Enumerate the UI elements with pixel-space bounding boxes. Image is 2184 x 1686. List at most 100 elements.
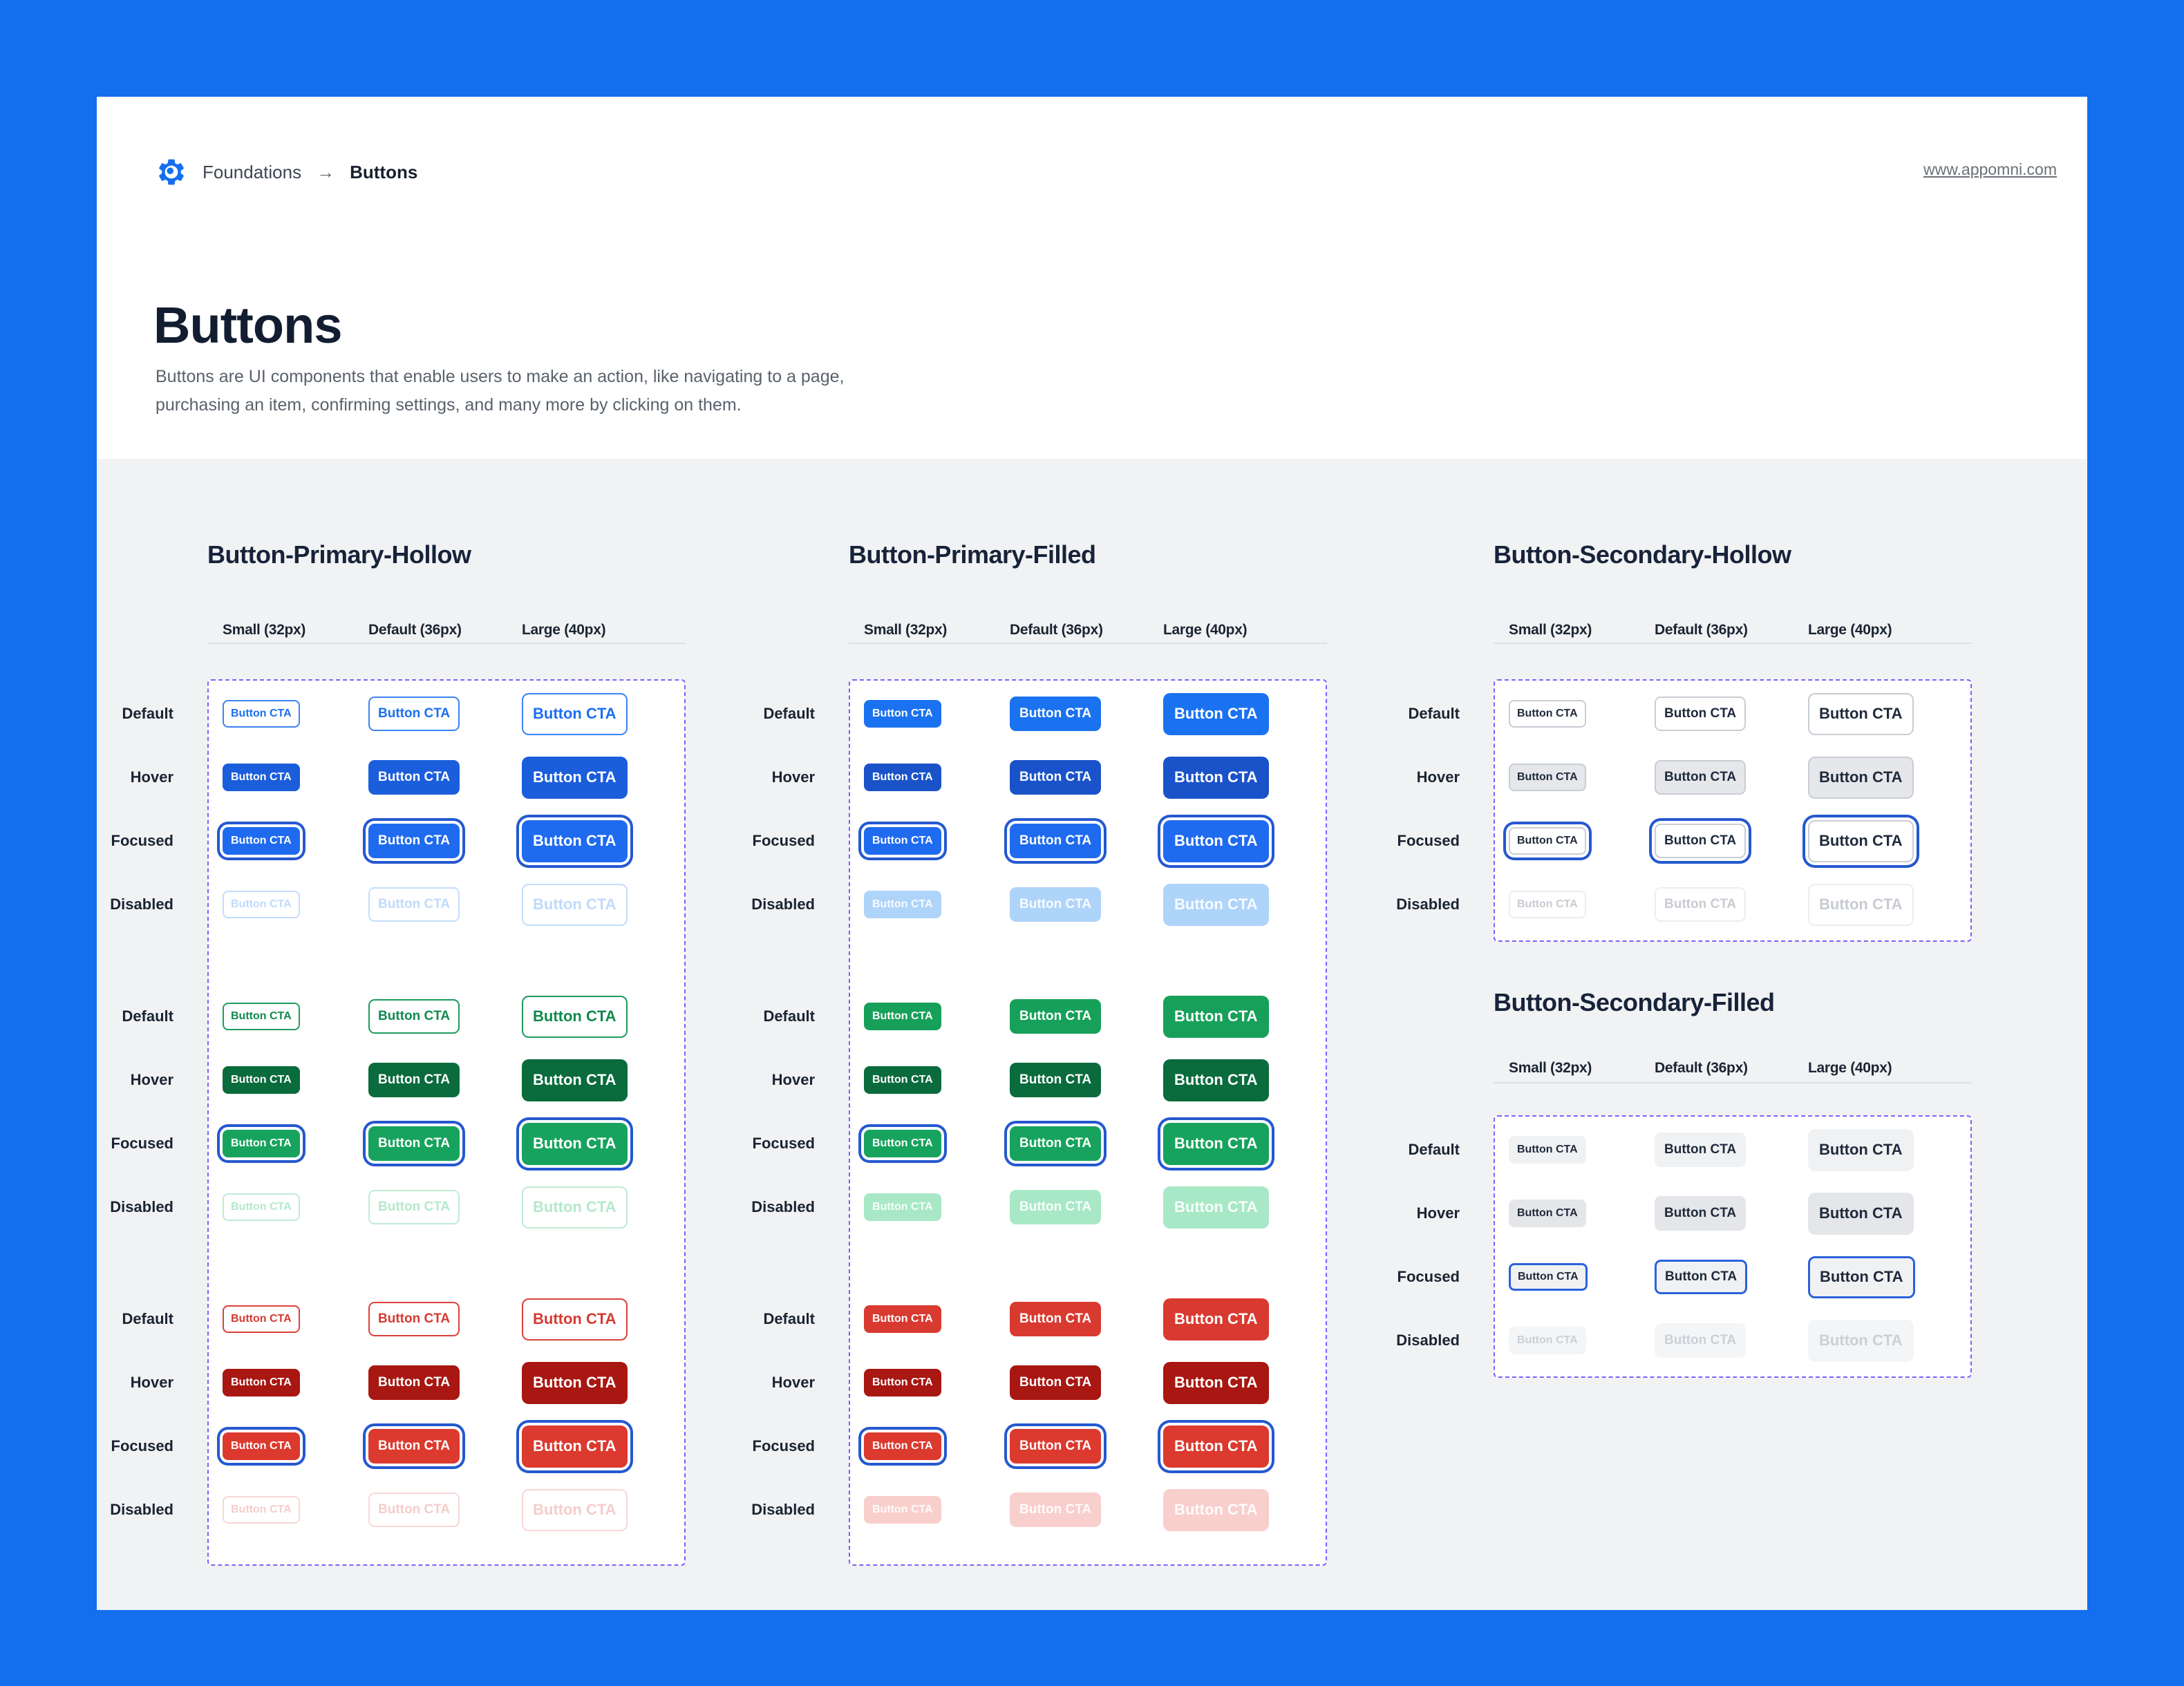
filled-blue-hover-sm-button[interactable]: Button CTA [864,764,941,791]
filled-red-disabled-md-button[interactable]: Button CTA [1010,1493,1102,1527]
breadcrumb-page[interactable]: Buttons [350,161,418,182]
hollow-blue-disabled-sm-button[interactable]: Button CTA [223,891,300,918]
hollow-green-default-lg-button[interactable]: Button CTA [522,995,628,1038]
filled-red-disabled-sm-button[interactable]: Button CTA [864,1496,941,1524]
secondary-filled-default-sm-button[interactable]: Button CTA [1509,1136,1586,1164]
hollow-blue-disabled-md-button[interactable]: Button CTA [368,887,460,922]
hollow-blue-focused-md-button[interactable]: Button CTA [368,824,460,858]
filled-green-hover-lg-button[interactable]: Button CTA [1163,1059,1269,1101]
state-label: Default [1408,705,1460,722]
filled-red-disabled-lg-button[interactable]: Button CTA [1163,1488,1269,1531]
secondary-hollow-focused-md-button[interactable]: Button CTA [1655,824,1747,858]
hollow-green-hover-sm-button[interactable]: Button CTA [223,1066,300,1094]
secondary-hollow-disabled-md-button[interactable]: Button CTA [1655,887,1747,922]
hollow-red-default-lg-button[interactable]: Button CTA [522,1298,628,1341]
filled-red-focused-lg-button[interactable]: Button CTA [1163,1425,1269,1468]
filled-blue-default-sm-button[interactable]: Button CTA [864,700,941,728]
secondary-filled-hover-md-button[interactable]: Button CTA [1655,1196,1747,1231]
filled-blue-focused-lg-button[interactable]: Button CTA [1163,820,1269,862]
hollow-green-disabled-sm-button[interactable]: Button CTA [223,1193,300,1221]
filled-red-default-lg-button[interactable]: Button CTA [1163,1298,1269,1341]
secondary-filled-default-lg-button[interactable]: Button CTA [1808,1128,1914,1171]
filled-green-focused-md-button[interactable]: Button CTA [1010,1126,1102,1161]
hollow-green-disabled-md-button[interactable]: Button CTA [368,1190,460,1224]
secondary-filled-disabled-lg-button[interactable]: Button CTA [1808,1319,1914,1362]
filled-green-default-lg-button[interactable]: Button CTA [1163,995,1269,1038]
secondary-hollow-disabled-sm-button[interactable]: Button CTA [1509,891,1586,918]
secondary-filled-disabled-md-button[interactable]: Button CTA [1655,1323,1747,1358]
hollow-green-focused-sm-button[interactable]: Button CTA [223,1130,300,1157]
hollow-green-hover-md-button[interactable]: Button CTA [368,1063,460,1097]
secondary-hollow-default-lg-button[interactable]: Button CTA [1808,692,1914,735]
hollow-green-disabled-lg-button[interactable]: Button CTA [522,1186,628,1229]
secondary-filled-hover-sm-button[interactable]: Button CTA [1509,1200,1586,1227]
hollow-blue-default-md-button[interactable]: Button CTA [368,697,460,731]
hollow-green-default-md-button[interactable]: Button CTA [368,999,460,1034]
filled-green-disabled-sm-button[interactable]: Button CTA [864,1193,941,1221]
hollow-green-hover-lg-button[interactable]: Button CTA [522,1059,628,1101]
secondary-hollow-focused-lg-button[interactable]: Button CTA [1808,820,1914,862]
filled-red-hover-md-button[interactable]: Button CTA [1010,1365,1102,1400]
hollow-red-default-sm-button[interactable]: Button CTA [223,1305,300,1333]
filled-blue-disabled-sm-button[interactable]: Button CTA [864,891,941,918]
filled-green-hover-md-button[interactable]: Button CTA [1010,1063,1102,1097]
hollow-blue-focused-sm-button[interactable]: Button CTA [223,827,300,855]
filled-red-default-md-button[interactable]: Button CTA [1010,1302,1102,1336]
filled-blue-focused-sm-button[interactable]: Button CTA [864,827,941,855]
filled-red-default-sm-button[interactable]: Button CTA [864,1305,941,1333]
filled-red-hover-lg-button[interactable]: Button CTA [1163,1361,1269,1404]
hollow-red-hover-lg-button[interactable]: Button CTA [522,1361,628,1404]
filled-green-default-md-button[interactable]: Button CTA [1010,999,1102,1034]
filled-red-hover-sm-button[interactable]: Button CTA [864,1369,941,1396]
secondary-hollow-hover-sm-button[interactable]: Button CTA [1509,764,1586,791]
secondary-filled-default-md-button[interactable]: Button CTA [1655,1133,1747,1167]
filled-blue-disabled-lg-button[interactable]: Button CTA [1163,883,1269,926]
breadcrumb-app[interactable]: Foundations [203,161,302,182]
hollow-red-focused-lg-button[interactable]: Button CTA [522,1425,628,1468]
filled-green-hover-sm-button[interactable]: Button CTA [864,1066,941,1094]
hollow-blue-hover-lg-button[interactable]: Button CTA [522,756,628,799]
site-link[interactable]: www.appomni.com [1923,160,2057,178]
hollow-green-focused-md-button[interactable]: Button CTA [368,1126,460,1161]
secondary-hollow-hover-md-button[interactable]: Button CTA [1655,760,1747,795]
secondary-filled-focused-lg-button[interactable]: Button CTA [1808,1256,1915,1298]
filled-green-default-sm-button[interactable]: Button CTA [864,1003,941,1030]
hollow-blue-default-sm-button[interactable]: Button CTA [223,700,300,728]
secondary-hollow-hover-lg-button[interactable]: Button CTA [1808,756,1914,799]
hollow-green-default-sm-button[interactable]: Button CTA [223,1003,300,1030]
hollow-red-disabled-sm-button[interactable]: Button CTA [223,1496,300,1524]
hollow-blue-hover-sm-button[interactable]: Button CTA [223,764,300,791]
hollow-red-hover-sm-button[interactable]: Button CTA [223,1369,300,1396]
hollow-red-focused-md-button[interactable]: Button CTA [368,1429,460,1464]
secondary-hollow-focused-sm-button[interactable]: Button CTA [1509,827,1586,855]
filled-blue-hover-md-button[interactable]: Button CTA [1010,760,1102,795]
hollow-blue-focused-lg-button[interactable]: Button CTA [522,820,628,862]
hollow-red-hover-md-button[interactable]: Button CTA [368,1365,460,1400]
hollow-blue-default-lg-button[interactable]: Button CTA [522,692,628,735]
filled-blue-focused-md-button[interactable]: Button CTA [1010,824,1102,858]
hollow-green-focused-lg-button[interactable]: Button CTA [522,1122,628,1165]
secondary-hollow-default-md-button[interactable]: Button CTA [1655,697,1747,731]
secondary-filled-focused-sm-button[interactable]: Button CTA [1509,1263,1588,1291]
secondary-filled-hover-lg-button[interactable]: Button CTA [1808,1192,1914,1235]
hollow-red-focused-sm-button[interactable]: Button CTA [223,1432,300,1460]
hollow-blue-disabled-lg-button[interactable]: Button CTA [522,883,628,926]
secondary-hollow-disabled-lg-button[interactable]: Button CTA [1808,883,1914,926]
filled-green-disabled-md-button[interactable]: Button CTA [1010,1190,1102,1224]
secondary-hollow-default-sm-button[interactable]: Button CTA [1509,700,1586,728]
filled-green-focused-sm-button[interactable]: Button CTA [864,1130,941,1157]
secondary-filled-focused-md-button[interactable]: Button CTA [1655,1260,1748,1294]
filled-blue-default-lg-button[interactable]: Button CTA [1163,692,1269,735]
filled-green-disabled-lg-button[interactable]: Button CTA [1163,1186,1269,1229]
filled-red-focused-md-button[interactable]: Button CTA [1010,1429,1102,1464]
filled-blue-hover-lg-button[interactable]: Button CTA [1163,756,1269,799]
filled-green-focused-lg-button[interactable]: Button CTA [1163,1122,1269,1165]
filled-red-focused-sm-button[interactable]: Button CTA [864,1432,941,1460]
hollow-red-disabled-md-button[interactable]: Button CTA [368,1493,460,1527]
hollow-red-default-md-button[interactable]: Button CTA [368,1302,460,1336]
filled-blue-default-md-button[interactable]: Button CTA [1010,697,1102,731]
hollow-red-disabled-lg-button[interactable]: Button CTA [522,1488,628,1531]
hollow-blue-hover-md-button[interactable]: Button CTA [368,760,460,795]
secondary-filled-disabled-sm-button[interactable]: Button CTA [1509,1327,1586,1354]
filled-blue-disabled-md-button[interactable]: Button CTA [1010,887,1102,922]
